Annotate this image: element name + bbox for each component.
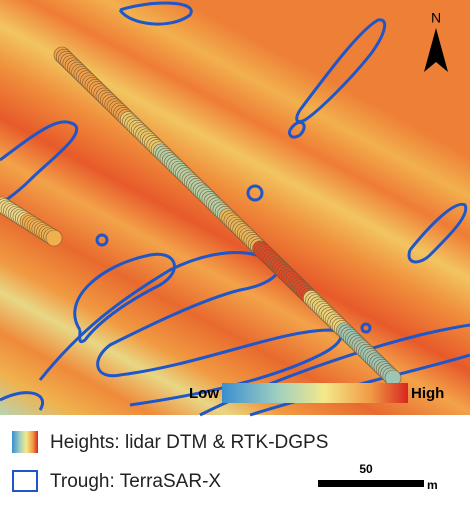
legend-trough: Trough: TerraSAR-X	[50, 471, 221, 492]
colorbar	[222, 383, 408, 403]
map-figure: N Low High Heights: lidar DTM & RTK-DGPS…	[0, 0, 470, 520]
legend-heights-swatch	[12, 431, 38, 453]
scale-distance: 50	[359, 462, 373, 476]
legend-heights: Heights: lidar DTM & RTK-DGPS	[50, 432, 328, 453]
scale-unit: m	[427, 478, 438, 492]
north-label: N	[431, 10, 441, 26]
colorbar-low: Low	[189, 385, 219, 402]
scale-bar	[318, 480, 424, 487]
legend-trough-swatch	[13, 471, 37, 491]
colorbar-high: High	[411, 385, 444, 402]
page: N Low High Heights: lidar DTM & RTK-DGPS…	[0, 0, 470, 520]
track-point	[46, 230, 62, 246]
